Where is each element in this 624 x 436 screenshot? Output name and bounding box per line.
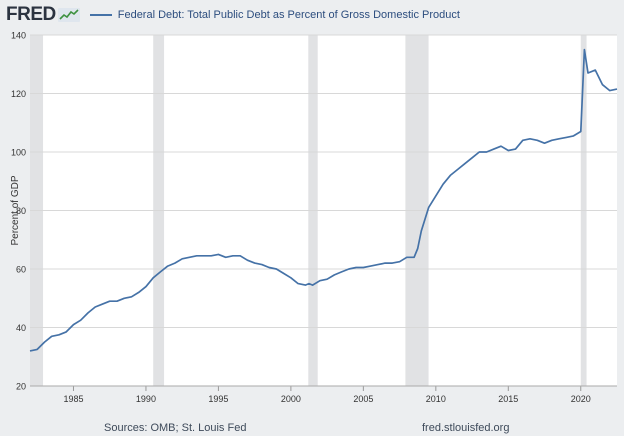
x-tick-label: 2000 (281, 394, 301, 404)
legend-swatch (89, 14, 112, 16)
x-tick-label: 2020 (571, 394, 591, 404)
sources-note: Sources: OMB; St. Louis Fed (104, 422, 247, 434)
y-tick-label: 140 (11, 31, 26, 41)
x-tick-label: 1995 (208, 394, 228, 404)
fred-logo[interactable]: FRED (6, 4, 56, 25)
x-tick-label: 2005 (353, 394, 373, 404)
y-tick-label: 80 (16, 206, 26, 216)
y-axis-label: Percent of GDP (10, 175, 21, 245)
x-tick-label: 2010 (426, 394, 446, 404)
y-tick-label: 100 (11, 148, 26, 158)
y-tick-label: 20 (16, 382, 26, 392)
fred-url-link[interactable]: fred.stlouisfed.org (422, 422, 510, 434)
fred-logo-graph-icon (57, 8, 80, 22)
x-tick-label: 2015 (498, 394, 518, 404)
x-tick-label: 1985 (63, 394, 83, 404)
chart-header: FRED Federal Debt: Total Public Debt as … (6, 4, 460, 26)
y-tick-label: 40 (16, 323, 26, 333)
series-line (29, 48, 618, 352)
legend-series-title: Federal Debt: Total Public Debt as Perce… (117, 9, 460, 21)
y-tick-label: 120 (11, 89, 26, 99)
y-tick-label: 60 (16, 265, 26, 275)
x-tick-label: 1990 (136, 394, 156, 404)
